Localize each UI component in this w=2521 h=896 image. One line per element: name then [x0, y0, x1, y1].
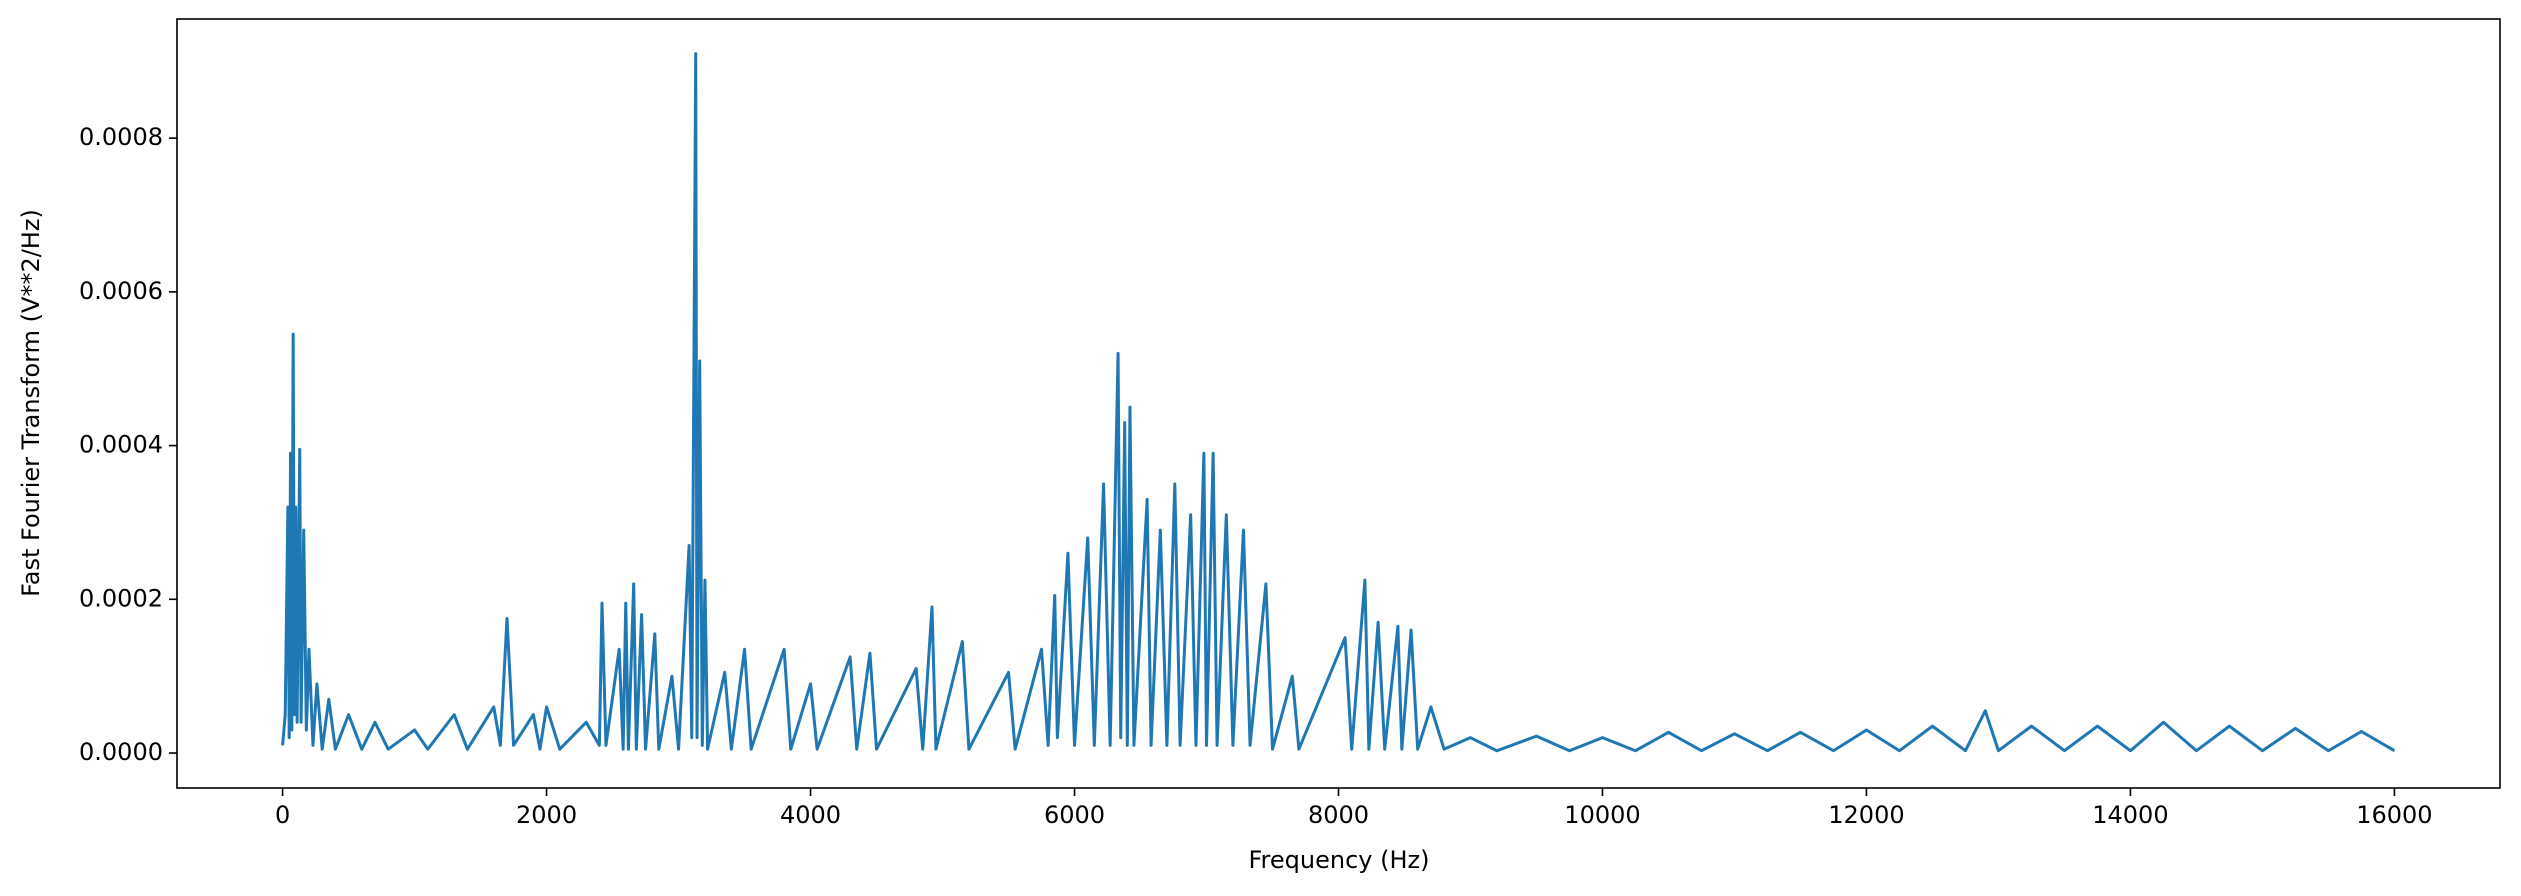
y-tick-label: 0.0000 — [79, 738, 163, 766]
y-tick-label: 0.0004 — [79, 431, 163, 459]
x-tick-label: 8000 — [1308, 801, 1369, 829]
y-axis-label: Fast Fourier Transform (V**2/Hz) — [17, 209, 45, 597]
y-tick-label: 0.0008 — [79, 123, 163, 151]
x-axis-label: Frequency (Hz) — [1249, 846, 1430, 874]
x-tick-label: 4000 — [780, 801, 841, 829]
x-tick-label: 12000 — [1828, 801, 1904, 829]
plot-frame — [176, 18, 2501, 789]
line-series — [281, 52, 2396, 753]
x-tick-label: 6000 — [1044, 801, 1105, 829]
x-tick-label: 2000 — [516, 801, 577, 829]
x-tick-label: 16000 — [2356, 801, 2432, 829]
x-tick-label: 0 — [275, 801, 290, 829]
y-tick-label: 0.0002 — [79, 584, 163, 612]
x-tick-label: 14000 — [2092, 801, 2168, 829]
x-tick-label: 10000 — [1564, 801, 1640, 829]
y-tick-label: 0.0006 — [79, 277, 163, 305]
